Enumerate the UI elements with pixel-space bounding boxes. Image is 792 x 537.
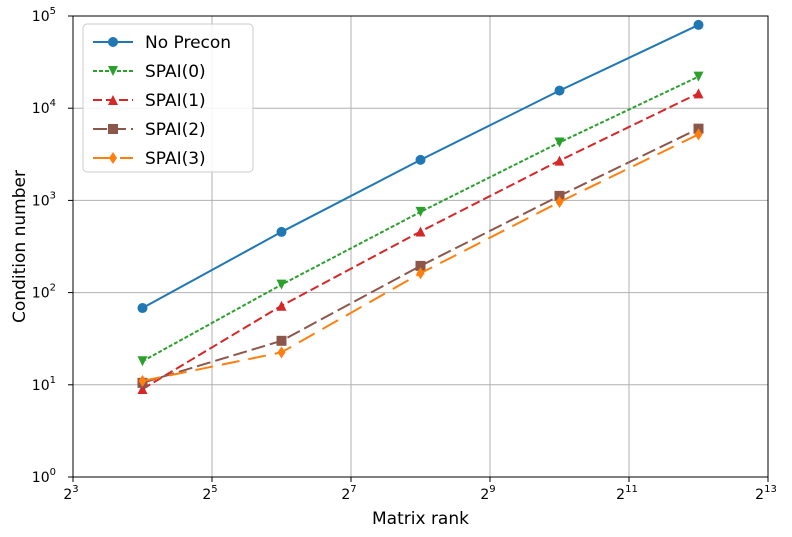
series-line: [142, 127, 699, 384]
series-SPAI(3): [138, 128, 703, 387]
data-point: [693, 71, 704, 82]
data-point: [554, 137, 565, 148]
y-tick-label: 102: [32, 283, 56, 302]
legend-item: SPAI(3): [93, 149, 206, 169]
legend-marker: [108, 37, 118, 47]
legend-item: No Precon: [93, 33, 231, 53]
data-point: [415, 226, 426, 237]
x-tick-label: 23: [63, 484, 78, 503]
data-point: [694, 128, 703, 141]
legend-marker: [108, 124, 118, 134]
plot-frame: [72, 15, 769, 478]
legend: No Precon SPAI(0) SPAI(1) SPAI(2) SPAI(3): [82, 23, 254, 173]
data-point: [277, 346, 286, 359]
legend-marker: [109, 152, 117, 164]
legend-marker: [108, 66, 118, 76]
data-point: [416, 267, 425, 280]
legend-box: [82, 23, 254, 173]
legend-label: No Precon: [145, 33, 231, 53]
data-point: [693, 19, 704, 30]
y-tick-label: 105: [32, 6, 56, 25]
x-axis-label: Matrix rank: [372, 509, 469, 529]
data-point: [138, 374, 147, 387]
legend-item: SPAI(1): [93, 91, 206, 111]
data-point: [555, 196, 564, 209]
x-tick-label: 213: [755, 484, 777, 503]
y-axis-label: Condition number: [10, 170, 30, 323]
data-point: [137, 303, 148, 314]
series-No Precon: [137, 19, 704, 314]
x-tick-label: 29: [480, 484, 495, 503]
data-point: [276, 300, 287, 311]
data-point: [137, 356, 148, 367]
y-tick-label: 100: [32, 467, 56, 486]
data-point: [276, 279, 287, 290]
data-point: [554, 85, 565, 96]
data-point: [415, 206, 426, 217]
legend-item: SPAI(0): [93, 62, 206, 82]
axis-ticks: 23 25 27 29 211 213 100 101 102 103 104 105: [32, 6, 777, 503]
y-tick-label: 104: [32, 98, 56, 117]
series-SPAI(2): [137, 123, 704, 388]
data-point: [415, 260, 426, 271]
series-SPAI(1): [137, 88, 704, 395]
legend-label: SPAI(2): [145, 120, 206, 140]
data-point: [693, 88, 704, 99]
legend-marker: [108, 95, 118, 105]
data-point: [554, 155, 565, 166]
data-point: [137, 384, 148, 395]
x-tick-label: 211: [616, 484, 638, 503]
legend-item: SPAI(2): [93, 120, 206, 140]
data-point: [415, 154, 426, 165]
x-tick-label: 25: [202, 484, 217, 503]
legend-label: SPAI(3): [145, 149, 206, 169]
legend-label: SPAI(0): [145, 62, 206, 82]
data-point: [554, 190, 565, 201]
series-SPAI(0): [137, 71, 704, 367]
y-tick-label: 101: [32, 375, 56, 394]
data-point: [276, 335, 287, 346]
series-layer: [137, 19, 704, 395]
y-tick-label: 103: [32, 190, 56, 209]
legend-label: SPAI(1): [145, 91, 206, 111]
x-tick-label: 27: [341, 484, 356, 503]
data-point: [276, 226, 287, 237]
